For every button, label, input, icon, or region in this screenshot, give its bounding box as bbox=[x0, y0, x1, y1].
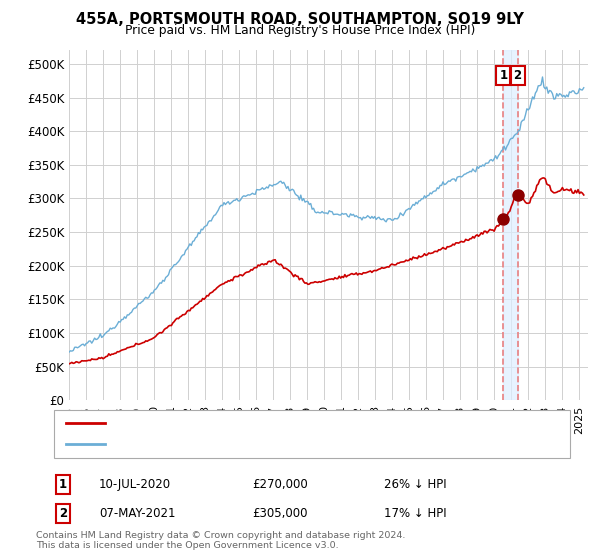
Text: Price paid vs. HM Land Registry's House Price Index (HPI): Price paid vs. HM Land Registry's House … bbox=[125, 24, 475, 37]
Text: 10-JUL-2020: 10-JUL-2020 bbox=[99, 478, 171, 491]
Text: 455A, PORTSMOUTH ROAD, SOUTHAMPTON, SO19 9LY: 455A, PORTSMOUTH ROAD, SOUTHAMPTON, SO19… bbox=[76, 12, 524, 27]
Text: 2: 2 bbox=[514, 69, 521, 82]
Text: 455A, PORTSMOUTH ROAD, SOUTHAMPTON, SO19 9LY (detached house): 455A, PORTSMOUTH ROAD, SOUTHAMPTON, SO19… bbox=[111, 418, 488, 428]
Text: 26% ↓ HPI: 26% ↓ HPI bbox=[384, 478, 446, 491]
Text: 07-MAY-2021: 07-MAY-2021 bbox=[99, 507, 176, 520]
Bar bbox=[503, 50, 518, 400]
Text: 1: 1 bbox=[59, 478, 67, 491]
Text: £305,000: £305,000 bbox=[252, 507, 308, 520]
Text: HPI: Average price, detached house, Southampton: HPI: Average price, detached house, Sout… bbox=[111, 439, 374, 449]
Text: 1: 1 bbox=[499, 69, 508, 82]
Text: £270,000: £270,000 bbox=[252, 478, 308, 491]
Text: Contains HM Land Registry data © Crown copyright and database right 2024.
This d: Contains HM Land Registry data © Crown c… bbox=[36, 530, 406, 550]
Text: 17% ↓ HPI: 17% ↓ HPI bbox=[384, 507, 446, 520]
Text: 2: 2 bbox=[59, 507, 67, 520]
